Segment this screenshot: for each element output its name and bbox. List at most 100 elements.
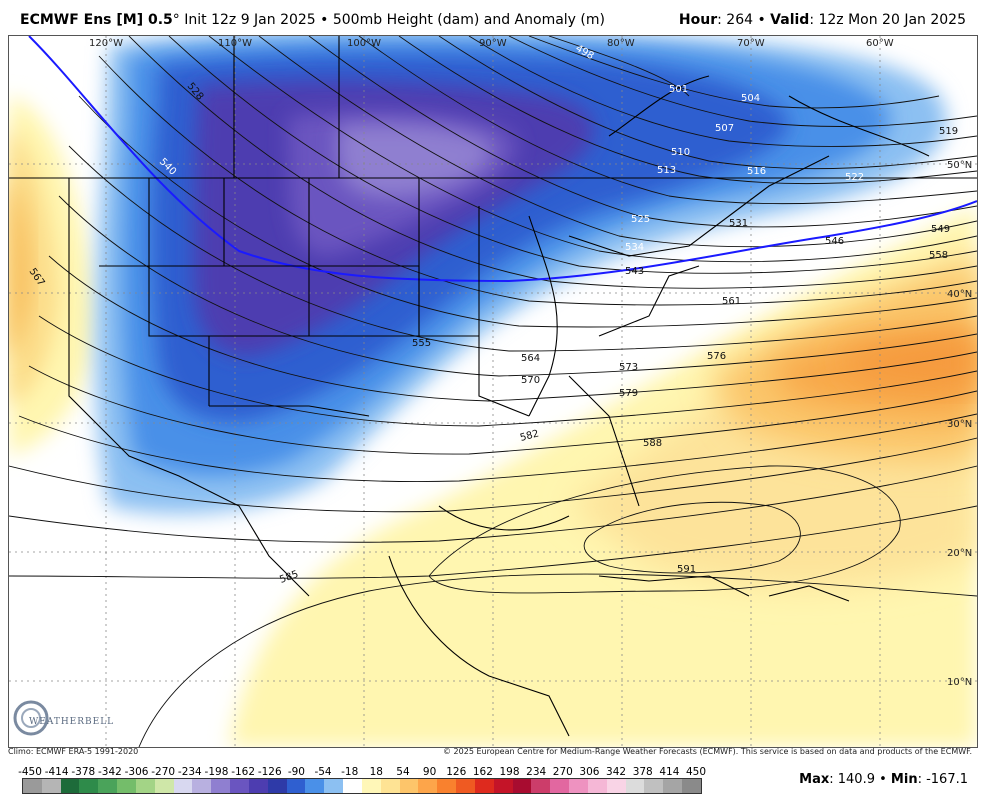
- colorbar-swatch: [117, 779, 136, 793]
- colorbar-swatch: [399, 779, 419, 793]
- colorbar-swatch: [474, 779, 494, 793]
- colorbar-swatch: [531, 779, 551, 793]
- colorbar-swatch: [681, 779, 701, 793]
- contour-label-504: 504: [741, 93, 760, 104]
- contour-label-576: 576: [707, 351, 726, 362]
- contour-label-525: 525: [631, 214, 650, 225]
- contour-label-591: 591: [677, 564, 696, 575]
- colorbar-swatch: [644, 779, 664, 793]
- contour-label-573: 573: [619, 362, 638, 373]
- colorbar-swatch: [286, 779, 306, 793]
- colorbar-tick-label: -342: [97, 766, 122, 778]
- colorbar-tick-label: 306: [579, 766, 600, 778]
- colorbar-swatch: [154, 779, 174, 793]
- valid-label: Valid: [770, 12, 810, 28]
- lon-label-100: 100°W: [347, 38, 381, 49]
- colorbar-tick-label: -126: [257, 766, 282, 778]
- colorbar-tick-label: -162: [231, 766, 256, 778]
- colorbar-tick-label: -378: [71, 766, 96, 778]
- colorbar-swatch: [380, 779, 400, 793]
- contour-label-588: 588: [643, 438, 662, 449]
- forecast-time: Hour: 264 • Valid: 12z Mon 20 Jan 2025: [679, 12, 966, 28]
- lon-label-60: 60°W: [866, 38, 894, 49]
- contour-label-507: 507: [715, 123, 734, 134]
- colorbar-swatch: [437, 779, 457, 793]
- colorbar-tick-label: 18: [369, 766, 383, 778]
- colorbar-tick-label: -234: [177, 766, 202, 778]
- lon-label-80: 80°W: [607, 38, 635, 49]
- colorbar-swatch: [587, 779, 607, 793]
- colorbar-swatch: [211, 779, 231, 793]
- weatherbell-logo: WEATHERBELL: [13, 700, 114, 736]
- lon-label-70: 70°W: [737, 38, 765, 49]
- contour-label-555: 555: [412, 338, 431, 349]
- highlight-contour-540: [28, 36, 977, 283]
- contour-label-564: 564: [521, 353, 540, 364]
- colorbar-swatch: [23, 779, 42, 793]
- contour-label-549: 549: [931, 224, 950, 235]
- colorbar-swatch: [550, 779, 570, 793]
- hour-value: : 264 •: [717, 12, 771, 28]
- colorbar-swatch: [418, 779, 438, 793]
- max-value: : 140.9 •: [829, 772, 891, 787]
- contour-label-558: 558: [929, 250, 948, 261]
- colorbar-tick-labels: -450 -414 -378 -342 -306 -270 -234 -198 -162 -126…: [14, 766, 707, 778]
- model-name: ECMWF Ens [M] 0.5: [20, 12, 173, 28]
- contour-label-582: 582: [519, 428, 540, 444]
- graticule: [9, 36, 977, 747]
- colorbar-swatch: [60, 779, 80, 793]
- map-frame: 50°N 40°N 30°N 20°N 10°N 120°W 110°W 100…: [8, 35, 978, 748]
- colorbar-tick-label: 90: [422, 766, 437, 778]
- contour-label-519: 519: [939, 126, 958, 137]
- lat-label-40: 40°N: [947, 289, 972, 300]
- min-label: Min: [890, 772, 918, 787]
- lon-label-120: 120°W: [89, 38, 123, 49]
- contour-label-546: 546: [825, 236, 844, 247]
- lat-label-50: 50°N: [947, 160, 972, 171]
- colorbar-swatch: [98, 779, 118, 793]
- colorbar-swatch: [173, 779, 193, 793]
- lat-label-10: 10°N: [947, 677, 972, 688]
- lon-label-90: 90°W: [479, 38, 507, 49]
- anomaly-map: 50°N 40°N 30°N 20°N 10°N 120°W 110°W 100…: [9, 36, 977, 747]
- colorbar-tick-label: -18: [341, 766, 359, 778]
- colorbar-swatch: [305, 779, 325, 793]
- colorbar: [22, 778, 702, 794]
- political-borders: [9, 36, 977, 737]
- colorbar-tick-label: 270: [552, 766, 573, 778]
- max-min-stats: Max: 140.9 • Min: -167.1: [799, 772, 968, 787]
- colorbar-tick-label: -270: [151, 766, 176, 778]
- colorbar-tick-label: 414: [659, 766, 680, 778]
- contour-label-516: 516: [747, 166, 766, 177]
- contour-label-531: 531: [729, 218, 748, 229]
- latitude-labels: 50°N 40°N 30°N 20°N 10°N: [947, 160, 972, 688]
- longitude-labels: 120°W 110°W 100°W 90°W 80°W 70°W 60°W: [89, 38, 894, 49]
- contour-label-522: 522: [845, 172, 864, 183]
- contour-label-501: 501: [669, 84, 688, 95]
- colorbar-tick-label: -90: [287, 766, 305, 778]
- min-value: : -167.1: [917, 772, 968, 787]
- colorbar-tick-label: 450: [685, 766, 707, 778]
- colorbar-tick-label: -306: [124, 766, 149, 778]
- colorbar-swatch: [79, 779, 99, 793]
- colorbar-tick-label: -198: [204, 766, 229, 778]
- colorbar-tick-label: 378: [632, 766, 653, 778]
- hour-label: Hour: [678, 12, 718, 28]
- colorbar-tick-label: -54: [314, 766, 332, 778]
- contour-label-534: 534: [625, 242, 644, 253]
- lon-label-110: 110°W: [218, 38, 252, 49]
- colorbar-tick-label: 342: [606, 766, 627, 778]
- colorbar-swatch: [625, 779, 645, 793]
- colorbar-swatch: [267, 779, 287, 793]
- colorbar-swatch: [361, 779, 381, 793]
- copyright-note: © 2025 European Centre for Medium-Range …: [443, 747, 972, 756]
- header: ECMWF Ens [M] 0.5° Init 12z 9 Jan 2025 •…: [0, 0, 984, 34]
- max-label: Max: [799, 772, 830, 787]
- colorbar-swatch: [230, 779, 249, 793]
- height-contours: [9, 36, 977, 747]
- contour-label-570: 570: [521, 375, 540, 386]
- contour-label-561: 561: [722, 296, 741, 307]
- colorbar-swatch: [606, 779, 626, 793]
- colorbar-swatch: [41, 779, 61, 793]
- logo-text: WEATHERBELL: [29, 717, 114, 727]
